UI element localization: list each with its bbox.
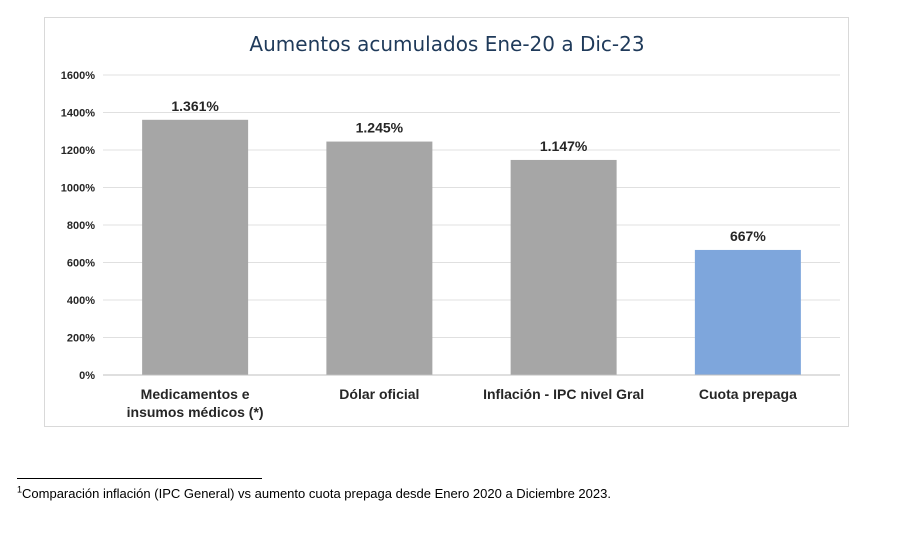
bar	[694, 249, 801, 375]
footnote-marker: 1	[17, 484, 23, 495]
y-tick-label: 1000%	[61, 183, 95, 195]
value-label: 667%	[730, 228, 766, 244]
x-tick-label: Medicamentos e	[141, 386, 250, 402]
y-tick-label: 400%	[67, 295, 95, 307]
footnote: 1Comparación inflación (IPC General) vs …	[17, 484, 611, 501]
y-tick-label: 800%	[67, 220, 95, 232]
x-tick-label: insumos médicos (*)	[127, 404, 264, 420]
footnote-text: Comparación inflación (IPC General) vs a…	[22, 486, 611, 501]
bar-chart: Aumentos acumulados Ene-20 a Dic-23 0% 200…	[61, 32, 840, 420]
x-tick-label: Inflación - IPC nivel Gral	[483, 386, 644, 402]
y-tick-label: 1600%	[61, 70, 95, 82]
y-tick-label: 600%	[67, 258, 95, 270]
x-tick-label: Cuota prepaga	[699, 386, 797, 402]
chart-frame: Aumentos acumulados Ene-20 a Dic-23 0% 200…	[44, 17, 849, 427]
bar	[510, 159, 617, 375]
chart-title: Aumentos acumulados Ene-20 a Dic-23	[249, 32, 644, 56]
bar	[326, 141, 433, 375]
value-label: 1.245%	[356, 120, 404, 136]
bar	[142, 119, 249, 375]
value-label: 1.361%	[171, 98, 219, 114]
y-tick-label: 1200%	[61, 145, 95, 157]
y-tick-label: 1400%	[61, 108, 95, 120]
x-tick-label: Dólar oficial	[339, 386, 419, 402]
value-label: 1.147%	[540, 138, 588, 154]
footnote-rule	[17, 478, 262, 479]
y-tick-label: 200%	[67, 333, 95, 345]
y-tick-label: 0%	[79, 370, 95, 382]
